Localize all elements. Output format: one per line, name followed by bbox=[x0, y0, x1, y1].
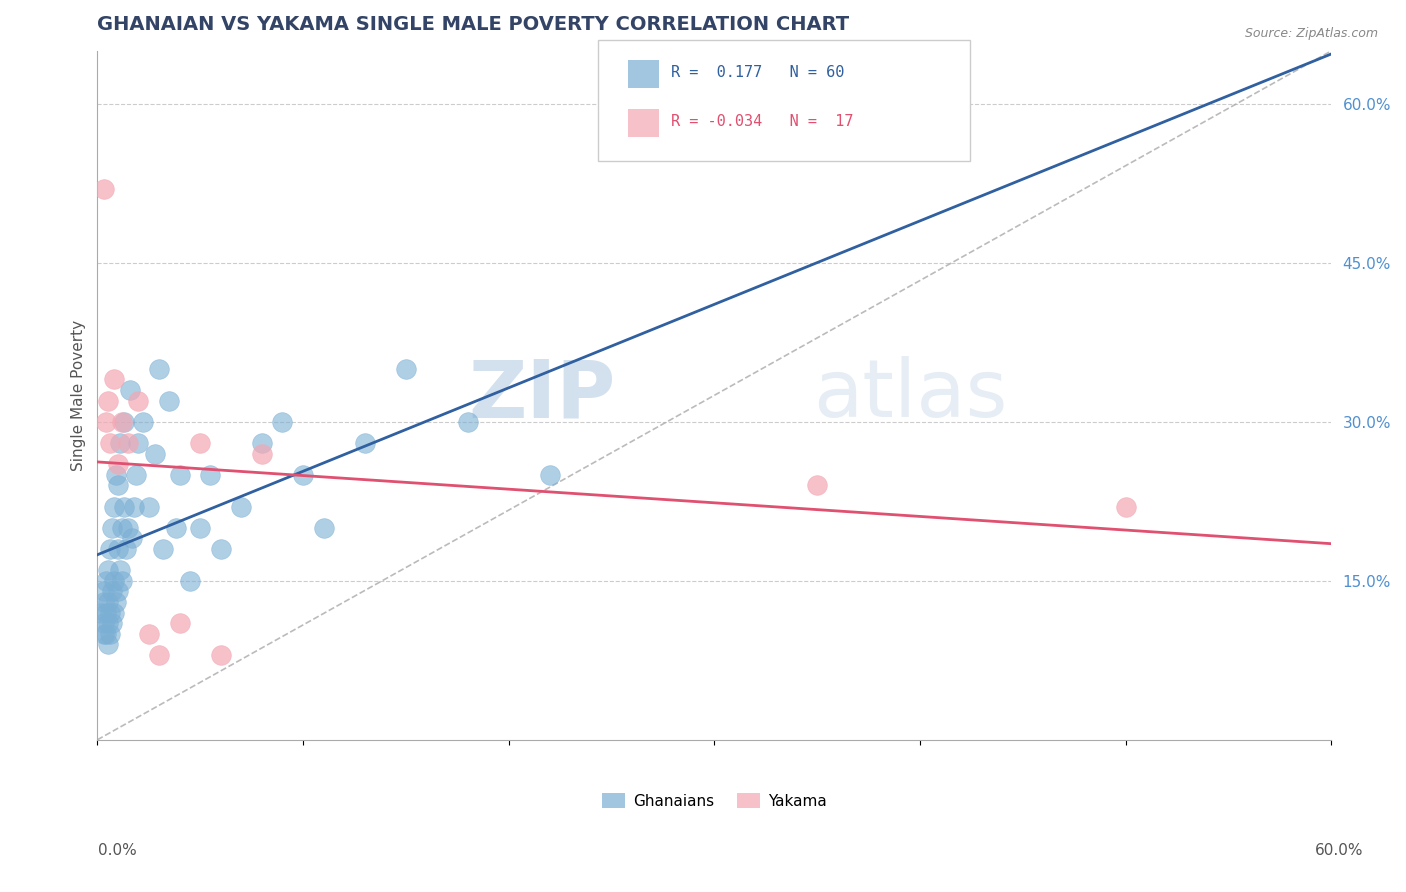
Point bbox=[111, 415, 134, 429]
Text: Source: ZipAtlas.com: Source: ZipAtlas.com bbox=[1244, 27, 1378, 40]
Point bbox=[169, 616, 191, 631]
Point bbox=[143, 447, 166, 461]
Y-axis label: Single Male Poverty: Single Male Poverty bbox=[72, 319, 86, 471]
Text: atlas: atlas bbox=[813, 356, 1008, 434]
Point bbox=[94, 574, 117, 588]
Point bbox=[98, 627, 121, 641]
Point bbox=[93, 595, 115, 609]
Point bbox=[125, 467, 148, 482]
Point bbox=[111, 574, 134, 588]
Point bbox=[112, 415, 135, 429]
Point bbox=[538, 467, 561, 482]
Point bbox=[97, 637, 120, 651]
Point bbox=[115, 541, 138, 556]
Text: 0.0%: 0.0% bbox=[98, 843, 138, 858]
Point bbox=[231, 500, 253, 514]
Point bbox=[120, 383, 142, 397]
Point bbox=[200, 467, 222, 482]
Point bbox=[117, 521, 139, 535]
Legend: Ghanaians, Yakama: Ghanaians, Yakama bbox=[596, 787, 832, 814]
Point bbox=[1115, 500, 1137, 514]
Text: R = -0.034   N =  17: R = -0.034 N = 17 bbox=[671, 114, 853, 129]
Point bbox=[94, 606, 117, 620]
Point bbox=[103, 500, 125, 514]
Point bbox=[93, 627, 115, 641]
Point bbox=[188, 521, 211, 535]
Point bbox=[103, 372, 125, 386]
Point bbox=[157, 393, 180, 408]
Point bbox=[93, 181, 115, 195]
Point bbox=[98, 606, 121, 620]
Point bbox=[93, 616, 115, 631]
Point bbox=[100, 616, 122, 631]
Point bbox=[111, 521, 134, 535]
Point bbox=[94, 415, 117, 429]
Point bbox=[395, 361, 418, 376]
Point bbox=[353, 436, 375, 450]
Point bbox=[97, 393, 120, 408]
Text: GHANAIAN VS YAKAMA SINGLE MALE POVERTY CORRELATION CHART: GHANAIAN VS YAKAMA SINGLE MALE POVERTY C… bbox=[97, 15, 849, 34]
Point bbox=[94, 627, 117, 641]
Point bbox=[188, 436, 211, 450]
Text: R =  0.177   N = 60: R = 0.177 N = 60 bbox=[671, 65, 844, 80]
Text: ZIP: ZIP bbox=[468, 356, 616, 434]
Point bbox=[292, 467, 315, 482]
Point bbox=[250, 436, 273, 450]
Point bbox=[312, 521, 335, 535]
Point bbox=[107, 478, 129, 492]
Point bbox=[100, 584, 122, 599]
Text: 60.0%: 60.0% bbox=[1316, 843, 1364, 858]
Point bbox=[93, 584, 115, 599]
Point bbox=[127, 436, 149, 450]
Point bbox=[165, 521, 187, 535]
Point bbox=[97, 595, 120, 609]
Point bbox=[97, 563, 120, 577]
Point bbox=[112, 500, 135, 514]
Point bbox=[127, 393, 149, 408]
Point bbox=[124, 500, 146, 514]
Point bbox=[138, 500, 160, 514]
Point bbox=[107, 541, 129, 556]
Point bbox=[103, 574, 125, 588]
Point bbox=[169, 467, 191, 482]
Point bbox=[98, 436, 121, 450]
Point bbox=[108, 563, 131, 577]
Point bbox=[131, 415, 153, 429]
Point bbox=[90, 606, 112, 620]
Point bbox=[100, 521, 122, 535]
Point bbox=[107, 457, 129, 471]
Point bbox=[104, 467, 127, 482]
Point bbox=[98, 541, 121, 556]
Point bbox=[806, 478, 828, 492]
Point bbox=[152, 541, 174, 556]
Point bbox=[103, 606, 125, 620]
Point bbox=[117, 436, 139, 450]
Point bbox=[104, 595, 127, 609]
Point bbox=[107, 584, 129, 599]
Point bbox=[457, 415, 479, 429]
Point bbox=[271, 415, 294, 429]
Point bbox=[148, 648, 170, 662]
Point bbox=[179, 574, 201, 588]
Point bbox=[250, 447, 273, 461]
Point bbox=[148, 361, 170, 376]
Point bbox=[108, 436, 131, 450]
Point bbox=[97, 616, 120, 631]
Point bbox=[138, 627, 160, 641]
Point bbox=[209, 541, 232, 556]
Point bbox=[209, 648, 232, 662]
Point bbox=[121, 532, 143, 546]
